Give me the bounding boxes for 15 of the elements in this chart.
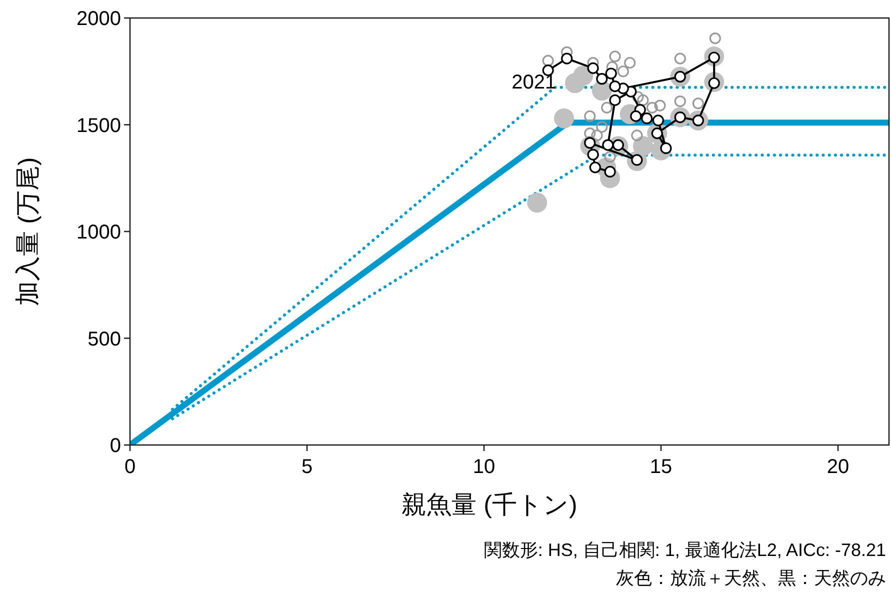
text: 灰色：放流＋天然、黒：天然のみ: [616, 568, 886, 588]
y-tick-label: 2000: [76, 8, 121, 30]
y-tick-label: 1500: [76, 114, 121, 137]
x-tick-label: 0: [124, 456, 136, 478]
x-axis-title: 親魚量 (千トン): [402, 491, 578, 519]
text: 関数形: HS, 自己相関: 1, 最適化法L2, AICc: -78.21: [484, 540, 886, 560]
y-tick-label: 0: [110, 435, 121, 457]
y-axis-title: 加入量 (万尾): [14, 157, 42, 306]
annotation: 2021: [512, 71, 556, 94]
x-tick-label: 15: [650, 456, 672, 478]
x-tick-label: 10: [472, 456, 496, 478]
x-tick-label: 20: [826, 456, 850, 478]
y-tick-label: 1000: [76, 222, 121, 244]
y-tick-label: 500: [88, 328, 121, 350]
x-tick-label: 5: [301, 456, 313, 478]
